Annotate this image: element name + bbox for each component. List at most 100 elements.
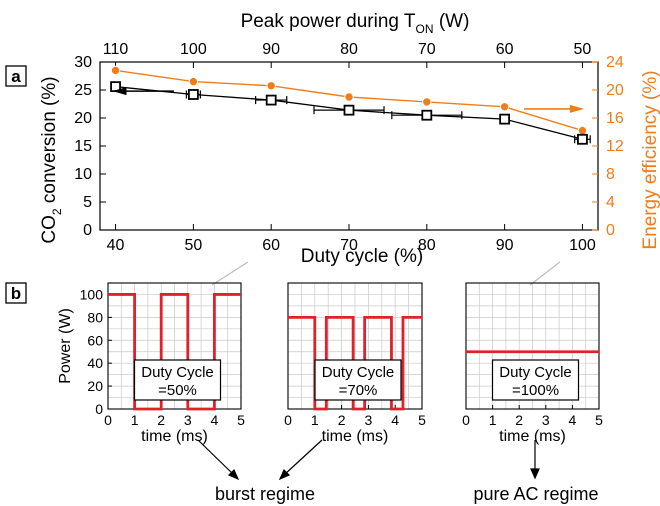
x-tick-label: 3 <box>184 412 192 428</box>
x-tick-label: 80 <box>418 237 436 254</box>
power-trace <box>288 315 422 411</box>
duty-cycle-box <box>491 359 580 401</box>
y-tick-label: 0 <box>83 222 92 239</box>
efficiency-point <box>499 102 510 112</box>
x-tick-label: 40 <box>107 237 125 254</box>
duty-cycle-box-title: Duty Cycle <box>499 364 572 381</box>
y-axis-title: CO2 conversion (%) <box>39 76 64 243</box>
duty-cycle-box <box>133 359 222 401</box>
x2-tick-label: 50 <box>574 41 592 58</box>
x2-tick-label: 80 <box>340 41 358 58</box>
x-tick-label: 4 <box>211 412 219 428</box>
x-axis-title: time (ms) <box>322 428 389 445</box>
conversion-point <box>421 109 433 121</box>
y-tick-label: 60 <box>87 332 103 348</box>
efficiency-point <box>188 76 199 87</box>
panel-label-a-text: a <box>11 67 21 86</box>
duty-cycle-box-value: =50% <box>158 382 197 399</box>
x-tick-label: 0 <box>462 412 470 428</box>
y2-axis-title: Energy efficiency (%) <box>640 70 660 249</box>
x-tick-label: 50 <box>184 237 202 254</box>
x-axis-title: time (ms) <box>141 428 208 445</box>
conversion-point <box>265 94 277 106</box>
right-axis-arrowhead <box>569 104 584 113</box>
y-tick-label: 25 <box>74 82 92 99</box>
x2-tick-label: 100 <box>180 41 207 58</box>
top-axis-title: Peak power during TON (W) <box>241 11 470 36</box>
y2-tick-label: 20 <box>606 82 624 99</box>
duty-cycle-box-title: Duty Cycle <box>322 364 395 381</box>
y2-tick-label: 0 <box>606 222 615 239</box>
duty-cycle-100-plot: 0 1 2 3 4 5 time (ms) Duty Cycle=100% <box>462 282 603 445</box>
duty-cycle-70-plot: 0 1 2 3 4 5 time (ms) Duty Cycle=70% <box>284 282 426 445</box>
regime-arrows <box>197 439 540 481</box>
x-tick-label: 5 <box>418 412 426 428</box>
efficiency-point <box>577 125 588 136</box>
panel-label-a: a <box>5 65 27 87</box>
x-tick-label: 5 <box>237 412 245 428</box>
x-tick-label: 100 <box>569 237 596 254</box>
duty-cycle-box-value: =70% <box>339 382 378 399</box>
y-tick-label: 100 <box>80 286 104 302</box>
y-tick-label: 40 <box>87 355 103 371</box>
x-tick-label: 2 <box>515 412 523 428</box>
y2-tick-label: 24 <box>606 54 624 71</box>
x-tick-label: 70 <box>340 237 358 254</box>
y2-tick-label: 12 <box>606 138 624 155</box>
x2-tick-label: 70 <box>418 41 436 58</box>
plot-frame <box>465 282 600 410</box>
x-tick-label: 2 <box>338 412 346 428</box>
duty-cycle-box-value: =100% <box>512 382 559 399</box>
y2-tick-label: 4 <box>606 194 615 211</box>
conversion-point <box>187 89 199 100</box>
plot-frame <box>99 61 599 231</box>
y-tick-label: 30 <box>74 54 92 71</box>
conversion-point <box>499 113 511 125</box>
y-tick-label: 5 <box>83 194 92 211</box>
efficiency-point <box>344 92 354 102</box>
conversion-point <box>577 133 588 145</box>
y-tick-label: 80 <box>87 309 103 325</box>
x2-tick-label: 90 <box>262 41 280 58</box>
duty-cycle-box-title: Duty Cycle <box>141 364 214 381</box>
power-trace <box>108 293 241 411</box>
duty-cycle-50-plot: 0 1 2 3 4 5 0 20 40 60 80 100 Power (W) time (ms) Duty… <box>57 282 245 445</box>
co2-efficiency-chart: Peak power during TON (W) Duty cycle (%)… <box>39 11 660 267</box>
x-tick-label: 3 <box>542 412 550 428</box>
x2-tick-label: 60 <box>496 41 514 58</box>
x-tick-label: 5 <box>595 412 603 428</box>
y2-tick-label: 8 <box>606 166 615 183</box>
duty-cycle-box <box>314 359 402 401</box>
x-tick-label: 90 <box>496 237 514 254</box>
panel-label-b-text: b <box>11 284 21 303</box>
x-tick-label: 0 <box>284 412 292 428</box>
efficiency-point <box>110 65 121 76</box>
y-tick-label: 20 <box>74 110 92 127</box>
x-tick-label: 1 <box>311 412 319 428</box>
x-tick-label: 1 <box>131 412 139 428</box>
plot-frame <box>107 282 242 410</box>
y-tick-label: 10 <box>74 166 92 183</box>
y2-tick-label: 16 <box>606 110 624 127</box>
efficiency-point <box>422 97 432 107</box>
connectors <box>211 261 561 286</box>
x-tick-label: 3 <box>365 412 373 428</box>
x-axis-title: Duty cycle (%) <box>301 246 423 267</box>
efficiency-point <box>266 81 276 91</box>
left-axis-arrowhead <box>112 87 127 96</box>
x-axis-title: time (ms) <box>499 428 566 445</box>
x-tick-label: 2 <box>157 412 165 428</box>
x-tick-label: 4 <box>569 412 577 428</box>
y-tick-label: 20 <box>87 378 103 394</box>
y-tick-label: 15 <box>74 138 92 155</box>
x-tick-label: 4 <box>391 412 399 428</box>
conversion-point <box>343 104 355 116</box>
x-tick-label: 0 <box>104 412 112 428</box>
y-tick-label: 0 <box>95 401 103 417</box>
x-tick-label: 60 <box>262 237 280 254</box>
panel-label-b: b <box>5 282 27 304</box>
burst-regime-label: burst regime <box>215 484 315 504</box>
ac-regime-label: pure AC regime <box>473 484 598 504</box>
x2-tick-label: 110 <box>103 41 129 58</box>
